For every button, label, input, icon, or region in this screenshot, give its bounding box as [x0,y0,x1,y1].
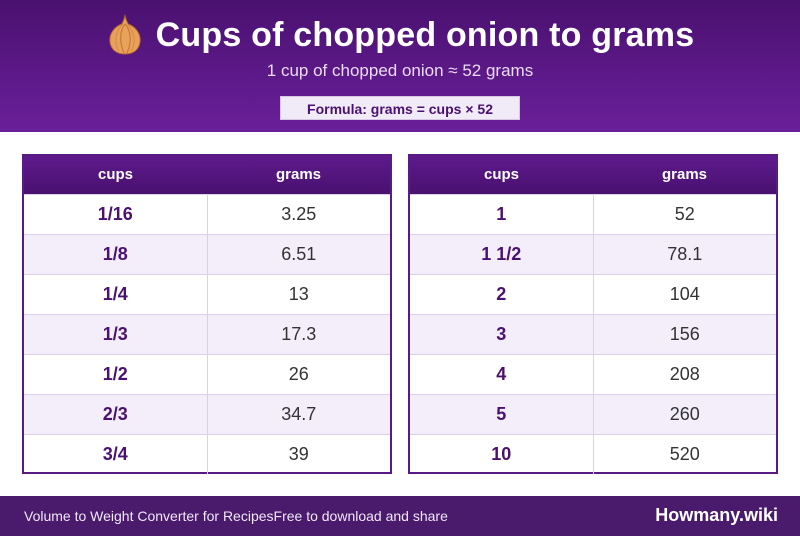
cups-cell: 1/16 [24,195,208,234]
conversion-table-left: cups grams 1/16 3.25 1/8 6.51 1/4 13 1/3… [22,154,392,474]
grams-cell: 39 [288,444,309,464]
table-row: 1 52 [410,194,776,234]
table-row: 1/8 6.51 [24,234,390,274]
footer-share-note: Free to download and share [273,508,448,524]
table-row: 5 260 [410,394,776,434]
onion-icon [109,14,141,55]
grams-cell: 26 [288,364,309,384]
grams-cell: 6.51 [281,244,317,264]
title-row: Cups of chopped onion to grams [0,12,800,58]
grams-cell: 520 [669,444,700,464]
column-header-grams: grams [661,166,708,183]
footer-bar: Volume to Weight Converter for Recipes F… [0,496,800,536]
cups-cell: 10 [410,435,594,474]
table-row: 1/3 17.3 [24,314,390,354]
table-row: 1/16 3.25 [24,194,390,234]
grams-cell: 34.7 [281,404,317,424]
page-subtitle: 1 cup of chopped onion ≈ 52 grams [266,61,534,80]
cups-cell: 5 [410,395,594,434]
formula-badge: Formula: grams = cups × 52 [280,96,520,120]
grams-cell: 104 [669,284,700,304]
cups-cell: 3 [410,315,594,354]
grams-cell: 260 [669,404,700,424]
cups-cell: 2 [410,275,594,314]
column-header-cups: cups [97,166,133,183]
grams-cell: 3.25 [281,204,317,224]
page-title: Cups of chopped onion to grams [155,15,695,54]
table-header: cups grams [410,156,776,194]
grams-cell: 13 [288,284,309,304]
table-row: 1 1/2 78.1 [410,234,776,274]
table-row: 10 520 [410,434,776,474]
footer-tagline: Volume to Weight Converter for Recipes [24,508,274,524]
table-header: cups grams [24,156,390,194]
grams-cell: 208 [669,364,700,384]
table-row: 4 208 [410,354,776,394]
header-banner: Cups of chopped onion to grams 1 cup of … [0,0,800,132]
table-row: 2 104 [410,274,776,314]
cups-cell: 1 1/2 [410,235,594,274]
table-row: 3 156 [410,314,776,354]
grams-cell: 52 [674,204,695,224]
grams-cell: 78.1 [667,244,703,264]
grams-cell: 156 [669,324,700,344]
conversion-table-right: cups grams 1 52 1 1/2 78.1 2 104 3 156 4… [408,154,778,474]
column-header-cups: cups [483,166,519,183]
brand-logo-text[interactable]: Howmany.wiki [655,505,778,525]
table-row: 3/4 39 [24,434,390,474]
cups-cell: 1/4 [24,275,208,314]
cups-cell: 4 [410,355,594,394]
column-header-grams: grams [275,166,322,183]
cups-cell: 1/3 [24,315,208,354]
cups-cell: 3/4 [24,435,208,474]
cups-cell: 1/2 [24,355,208,394]
cups-cell: 2/3 [24,395,208,434]
cups-cell: 1 [410,195,594,234]
table-row: 1/4 13 [24,274,390,314]
cups-cell: 1/8 [24,235,208,274]
grams-cell: 17.3 [281,324,317,344]
table-row: 1/2 26 [24,354,390,394]
table-row: 2/3 34.7 [24,394,390,434]
